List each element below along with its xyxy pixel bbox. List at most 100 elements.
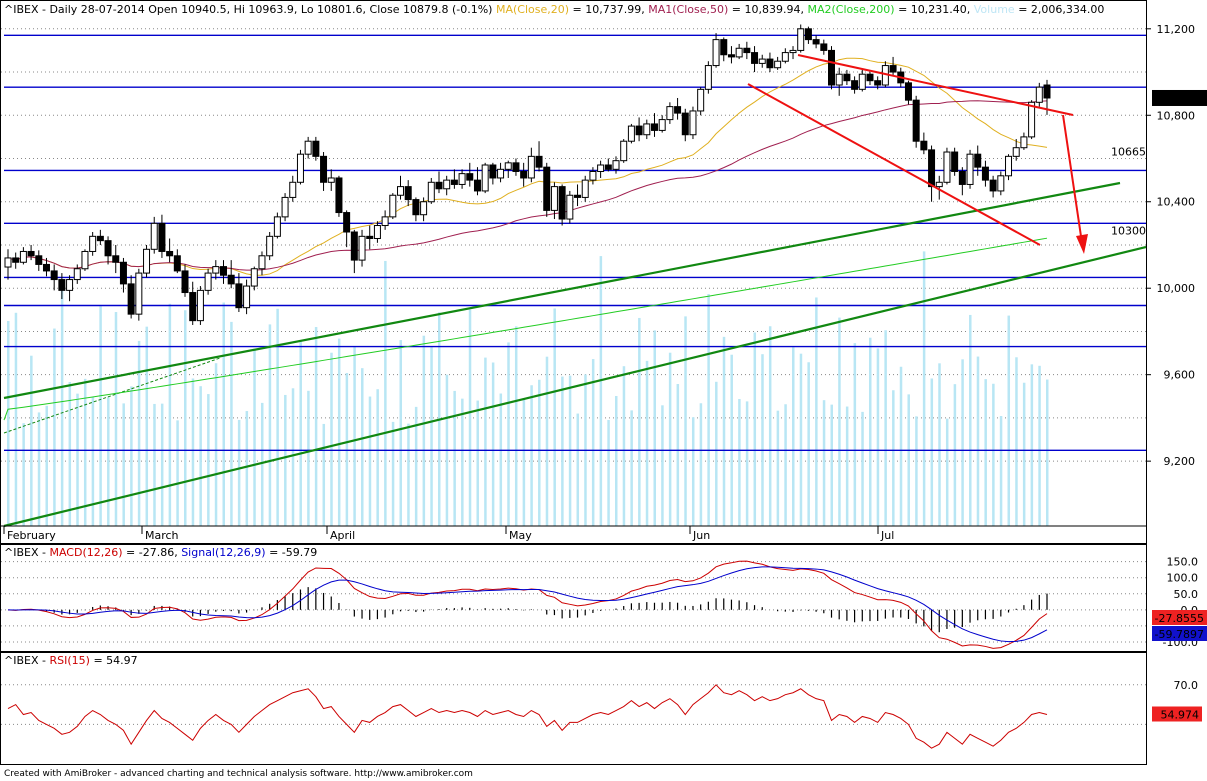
- candles: [4, 24, 1051, 325]
- volume-bar: [7, 321, 10, 526]
- candle-body: [535, 155, 543, 168]
- candle-body: [404, 186, 412, 201]
- candle-body: [181, 270, 189, 294]
- month-label: February: [7, 529, 56, 542]
- candle-body: [73, 268, 81, 281]
- volume-bar: [861, 411, 864, 526]
- price-panel-frame: [0, 0, 1147, 544]
- candle-body: [820, 43, 828, 51]
- candle-body: [681, 112, 689, 136]
- volume-bar: [784, 404, 787, 526]
- month-label: April: [330, 529, 355, 542]
- candle-body: [589, 170, 597, 181]
- candle-body: [666, 106, 674, 121]
- candle-body: [851, 80, 859, 90]
- candle-body: [258, 255, 266, 270]
- volume-bar: [622, 366, 626, 526]
- candle-body: [904, 82, 912, 101]
- candle-body: [958, 170, 966, 185]
- volume-bar: [1015, 357, 1018, 526]
- candle-body: [812, 39, 820, 45]
- volume-bar: [322, 423, 326, 526]
- candle-body: [481, 164, 489, 192]
- price-grid: [1, 28, 1146, 462]
- candle-body: [189, 292, 197, 322]
- candle-body: [397, 186, 405, 196]
- candle-body: [312, 140, 320, 157]
- volume-bar: [22, 423, 25, 526]
- candle-body: [520, 170, 528, 179]
- candle-body: [974, 153, 982, 168]
- candle-body: [235, 283, 243, 309]
- candle-body: [35, 255, 43, 265]
- candle-body: [150, 222, 158, 250]
- volume-bars: [7, 251, 1049, 526]
- macd-tick-label: 100.0: [1167, 572, 1199, 585]
- macd-last-label: -27.8555: [1155, 612, 1204, 625]
- volume-bar: [391, 421, 395, 526]
- volume-bar: [53, 328, 56, 526]
- rsi-last-box: [1152, 706, 1202, 722]
- volume-bar: [414, 406, 418, 526]
- candle-body: [273, 216, 281, 237]
- candle-body: [135, 272, 143, 315]
- volume-bar: [807, 362, 810, 526]
- volume-bar: [268, 324, 272, 526]
- ma200-line: [3, 237, 1048, 421]
- volume-bar: [514, 326, 518, 526]
- volume-bar: [284, 394, 287, 526]
- candle-body: [81, 250, 89, 270]
- volume-bar: [761, 354, 764, 526]
- support-resistance-lines: 10665 10300: [4, 34, 1146, 452]
- candle-body: [112, 255, 120, 263]
- candle-body: [658, 119, 666, 131]
- candle-body: [204, 272, 212, 291]
- candle-body: [266, 235, 274, 257]
- volume-bar: [376, 389, 379, 526]
- candle-body: [966, 153, 974, 185]
- volume-bar: [676, 384, 680, 526]
- volume-bar: [768, 326, 772, 526]
- volume-bar: [330, 352, 333, 526]
- candle-body: [743, 47, 751, 54]
- volume-bar: [976, 356, 980, 526]
- volume-bar: [1038, 365, 1041, 526]
- candle-body: [720, 39, 728, 56]
- arrow-shaft: [1062, 114, 1083, 244]
- price-axis: 11,200 10,800 10,400 10,000 9,600 9,200 10,879…: [1146, 23, 1207, 468]
- candle-body: [920, 140, 928, 151]
- candle-body: [889, 65, 897, 73]
- volume-bar: [30, 355, 33, 526]
- volume-bar: [353, 346, 356, 526]
- volume-bar: [599, 256, 603, 526]
- volume-bar: [407, 423, 410, 526]
- candle-body: [420, 201, 428, 216]
- candle-body: [751, 52, 759, 64]
- volume-bar: [715, 381, 718, 526]
- month-label: May: [509, 529, 532, 542]
- volume-bar: [930, 378, 934, 526]
- rsi-line: [7, 684, 1048, 749]
- rsi-header: ^IBEX - RSI(15) = 54.97: [4, 654, 138, 667]
- candle-body: [781, 52, 789, 62]
- volume-bar: [307, 390, 310, 526]
- candle-body: [389, 194, 397, 218]
- volume-bar: [684, 316, 687, 526]
- wedge-lower-line: [747, 83, 1041, 246]
- volume-bar: [299, 340, 302, 526]
- volume-bar: [60, 281, 64, 526]
- candle-body: [574, 194, 582, 198]
- volume-bar: [868, 337, 872, 526]
- candle-body: [597, 164, 605, 172]
- volume-bar: [853, 343, 857, 526]
- volume-bar: [37, 412, 41, 526]
- volume-bar: [1022, 382, 1026, 526]
- volume-bar: [260, 402, 264, 526]
- candle-body: [373, 225, 381, 239]
- volume-bar: [830, 404, 834, 526]
- candle-body: [196, 289, 204, 322]
- candle-body: [697, 88, 705, 112]
- candle-body: [158, 222, 166, 252]
- candle-body: [119, 261, 127, 285]
- volume-bar: [899, 366, 903, 526]
